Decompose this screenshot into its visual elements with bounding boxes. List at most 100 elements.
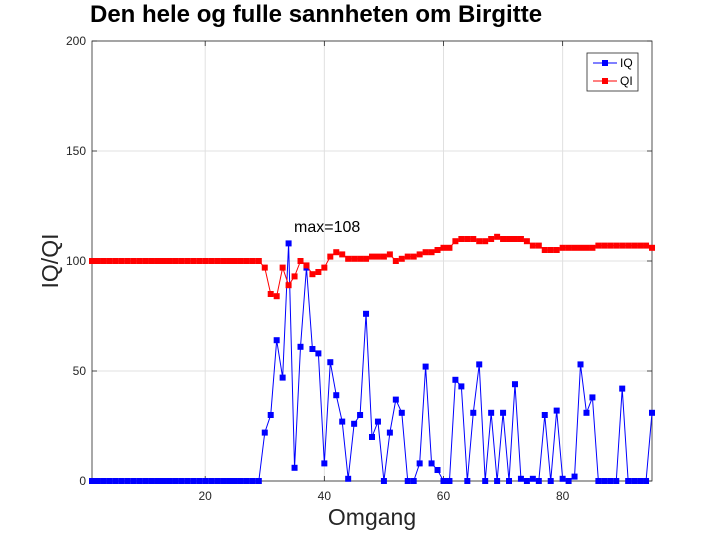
data-point-iq [154,478,161,484]
legend-label-iq: IQ [620,56,633,70]
data-point-iq [434,467,441,473]
data-point-iq [523,478,530,484]
data-point-qi [464,236,471,242]
data-point-iq [190,478,197,484]
data-point-qi [357,255,364,262]
data-point-iq [613,478,620,484]
data-point-iq [214,478,221,484]
data-point-qi [434,247,441,253]
data-point-qi [255,258,262,264]
data-point-iq [89,478,95,484]
data-point-qi [303,262,310,269]
data-point-iq [231,478,238,484]
data-point-qi [589,244,596,251]
data-point-iq [649,409,655,416]
data-point-qi [523,238,530,245]
data-point-qi [637,242,644,249]
data-point-iq [416,460,423,467]
data-point-qi [112,258,119,264]
data-point-iq [380,478,387,484]
data-point-iq [428,460,435,467]
data-point-qi [321,264,328,271]
legend-label-qi: QI [620,74,633,88]
data-point-qi [571,244,578,251]
data-point-iq [464,478,471,484]
data-point-qi [172,258,179,264]
data-point-qi [214,258,221,264]
data-point-qi [500,236,507,242]
data-point-qi [565,244,572,251]
data-point-iq [327,359,334,366]
y-axis-label: IQ/QI [37,234,63,289]
data-point-iq [392,396,399,403]
data-point-iq [577,361,584,368]
data-point-qi [559,244,566,251]
data-point-iq [589,394,596,401]
data-point-iq [500,409,507,416]
data-point-iq [571,473,578,480]
data-point-qi [243,258,250,264]
data-point-qi [416,251,423,258]
data-point-iq [124,478,131,484]
data-point-iq [643,478,650,484]
data-point-iq [184,478,191,484]
data-point-iq [529,475,536,482]
data-point-iq [279,374,286,381]
data-point-iq [476,361,483,368]
data-point-qi [428,249,435,256]
data-point-qi [261,264,268,271]
data-point-qi [392,258,399,264]
legend-marker-iq [602,60,608,66]
data-point-qi [327,253,334,260]
data-point-qi [124,258,131,264]
data-point-qi [196,258,203,264]
data-point-iq [535,478,542,484]
data-point-qi [398,255,405,262]
data-point-iq [458,383,465,390]
data-point-iq [142,478,149,484]
data-point-iq [237,478,244,484]
data-point-qi [363,255,370,262]
data-point-iq [136,478,143,484]
data-point-iq [357,412,364,418]
data-point-iq [595,478,602,484]
data-point-qi [374,253,381,260]
data-point-qi [285,282,292,289]
data-point-qi [625,242,632,249]
data-point-iq [541,412,548,418]
data-point-qi [595,242,602,249]
data-point-qi [273,293,280,300]
y-tick-label: 50 [73,364,87,378]
data-point-iq [410,478,417,484]
data-point-qi [94,258,101,264]
data-point-qi [410,253,417,260]
data-point-iq [220,478,227,484]
data-point-iq [178,478,185,484]
chart-title: Den hele og fulle sannheten om Birgitte [90,1,542,28]
data-point-qi [208,258,215,264]
data-point-qi [583,244,590,251]
data-point-iq [100,478,107,484]
data-point-qi [440,244,447,251]
data-point-iq [488,409,495,416]
data-point-iq [547,478,554,484]
data-point-qi [89,258,95,264]
data-point-iq [619,385,626,392]
data-point-qi [643,242,650,249]
data-point-qi [631,242,638,249]
data-point-iq [118,478,125,484]
data-point-iq [404,478,411,484]
data-point-iq [470,409,477,416]
data-point-qi [577,244,584,251]
x-axis: 20 40 60 80 [199,41,570,503]
data-point-qi [130,258,137,264]
data-point-iq [291,464,298,471]
data-point-iq [309,346,316,352]
data-point-qi [267,291,274,297]
data-point-qi [220,258,227,264]
data-point-iq [297,343,304,350]
data-point-iq [482,478,489,484]
data-point-iq [369,434,375,440]
data-point-iq [106,478,113,484]
data-point-iq [196,478,203,484]
